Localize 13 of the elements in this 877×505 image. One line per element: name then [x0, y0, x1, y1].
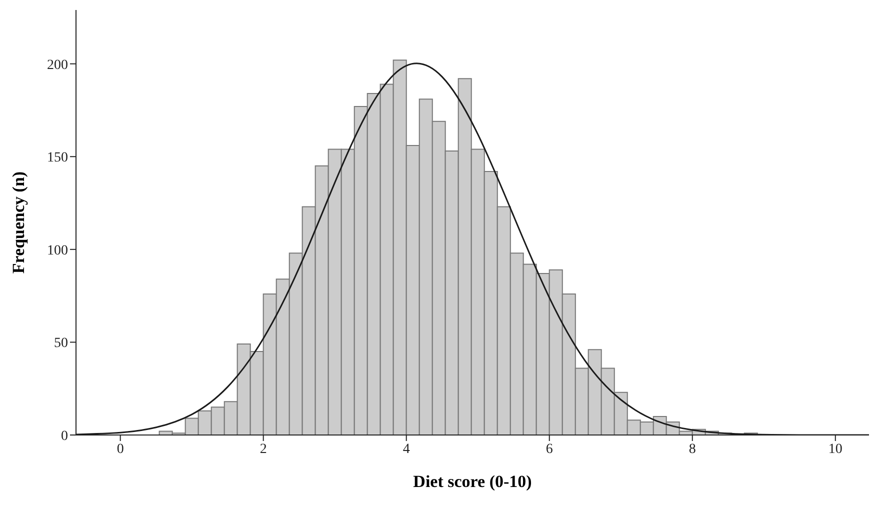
y-axis-title: Frequency (n) [9, 171, 28, 274]
x-tick-label: 10 [828, 442, 842, 457]
y-tick-label: 0 [61, 428, 68, 444]
y-tick-label: 50 [54, 336, 68, 352]
x-tick-label: 0 [116, 442, 124, 457]
x-tick-label: 8 [688, 442, 696, 457]
y-tick-label: 100 [47, 243, 68, 258]
x-axis-title: Diet score (0-10) [413, 472, 532, 491]
y-tick-label: 150 [47, 150, 68, 166]
x-tick-label: 6 [546, 442, 553, 457]
x-tick-label: 4 [402, 442, 410, 457]
x-tick-label: 2 [260, 442, 267, 457]
y-tick-label: 200 [47, 58, 68, 73]
